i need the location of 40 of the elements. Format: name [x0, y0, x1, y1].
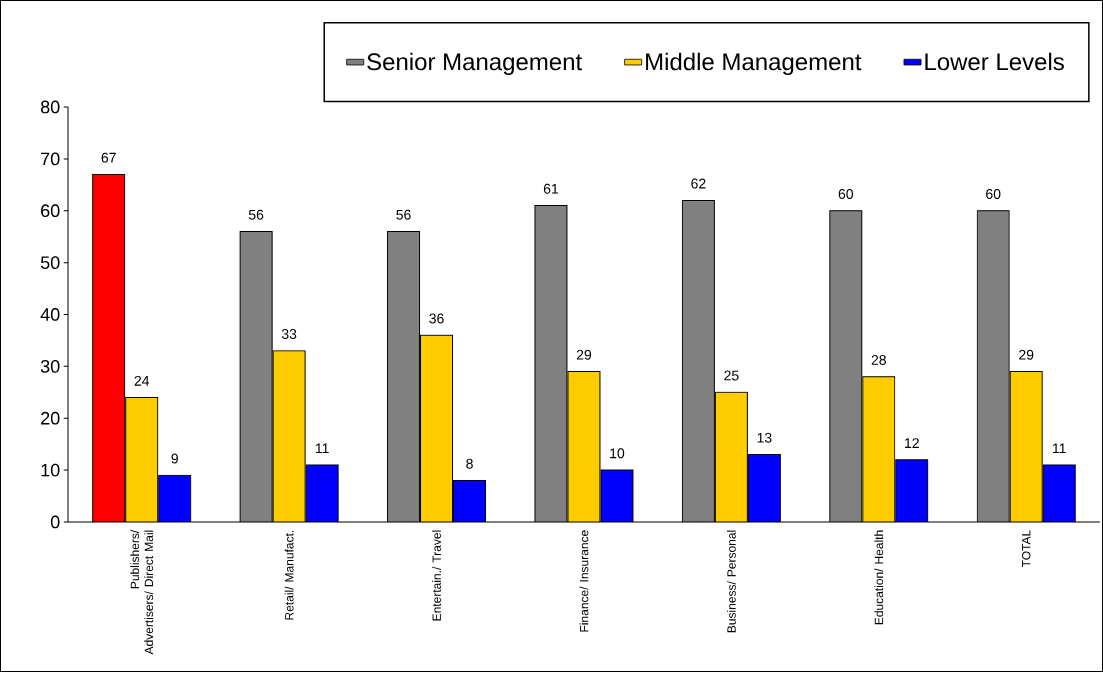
data-label: 28: [871, 354, 886, 365]
y-tick-label: 20: [41, 411, 60, 425]
data-label: 29: [1019, 349, 1034, 360]
y-tick-label: 0: [50, 515, 60, 529]
y-tick-label: 40: [40, 308, 60, 321]
x-tick-label: Retail/ Manufact.: [284, 530, 294, 620]
y-tick-label: 50: [40, 256, 60, 269]
data-label: 56: [396, 209, 411, 220]
y-tick-label: 70: [41, 152, 60, 166]
x-tick-label: Education/ Health: [874, 530, 884, 625]
legend-label: Senior Management: [367, 52, 582, 75]
data-label: 62: [691, 178, 706, 189]
data-label: 61: [543, 183, 559, 194]
data-label: 24: [134, 375, 150, 386]
legend-label: Lower Levels: [925, 52, 1064, 71]
data-label: 8: [466, 458, 473, 469]
data-label: 13: [757, 432, 772, 443]
data-label: 9: [171, 453, 178, 464]
data-label: 67: [101, 152, 116, 163]
data-label: 11: [315, 443, 329, 454]
x-tick-label: TOTAL: [1021, 530, 1031, 568]
data-label: 36: [429, 313, 444, 324]
y-tick-label: 60: [41, 204, 60, 218]
data-label: 29: [576, 349, 592, 360]
y-tick-label: 80: [40, 100, 60, 114]
data-label: 33: [281, 328, 297, 339]
data-label: 56: [248, 209, 264, 220]
data-label: 25: [724, 370, 739, 381]
y-tick-label: 30: [40, 359, 60, 373]
x-tick-label: Publishers/ Advertisers/ Direct Mail: [130, 529, 154, 655]
y-tick-label: 10: [41, 463, 60, 477]
x-tick-label: Entertain./ Travel: [432, 530, 441, 621]
data-label: 10: [610, 448, 625, 459]
x-tick-label: Business/ Personal: [726, 530, 736, 633]
legend-label: Middle Management: [646, 52, 862, 75]
data-label: 12: [905, 438, 919, 448]
data-label: 11: [1053, 443, 1066, 454]
x-tick-label: Finance/ Insurance: [579, 530, 589, 632]
data-label: 60: [838, 188, 854, 199]
data-label: 60: [986, 188, 1001, 199]
